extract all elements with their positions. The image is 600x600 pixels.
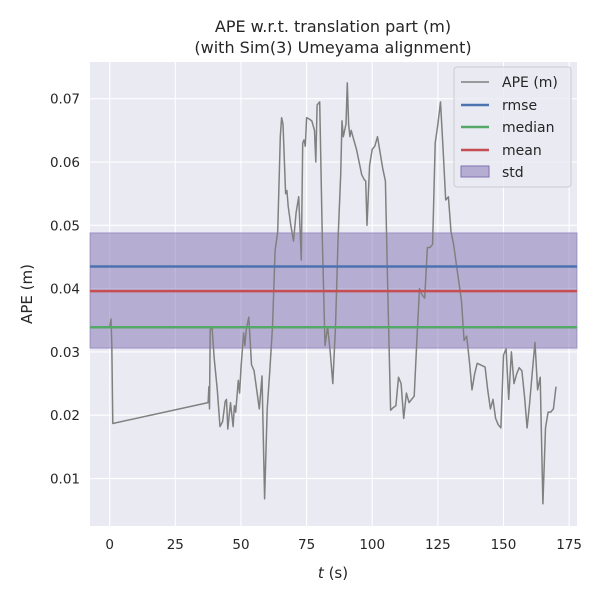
legend-label-ape: APE (m)	[502, 75, 558, 91]
legend-label-std: std	[502, 165, 524, 181]
legend-label-median: median	[502, 120, 554, 136]
tick-labels: 0 25 50 75 100 125 150 175 0.01 0.02 0.03 0.04 0.05 0…	[50, 92, 582, 553]
ape-series-line	[108, 82, 557, 505]
legend-label-mean: mean	[502, 143, 542, 159]
legend-label-rmse: rmse	[502, 98, 537, 114]
x-tick-label: 0	[105, 537, 114, 553]
x-axis-label-var: t	[318, 564, 325, 582]
chart-title: APE w.r.t. translation part (m)	[215, 17, 451, 36]
y-tick-label: 0.01	[50, 472, 80, 488]
x-tick-label: 25	[167, 537, 184, 553]
x-axis-label-unit: (s)	[324, 564, 348, 582]
y-tick-label: 0.07	[50, 92, 80, 108]
x-tick-label: 125	[425, 537, 451, 553]
y-tick-label: 0.05	[50, 218, 80, 234]
legend: APE (m) rmse median mean std	[453, 66, 572, 188]
data-layer	[89, 82, 578, 505]
chart-subtitle: (with Sim(3) Umeyama alignment)	[194, 38, 471, 57]
legend-swatch-std	[460, 165, 490, 178]
y-tick-label: 0.06	[50, 155, 80, 171]
legend-frame	[453, 66, 572, 188]
x-tick-label: 175	[556, 537, 582, 553]
y-tick-label: 0.03	[50, 345, 80, 361]
x-tick-label: 50	[232, 537, 249, 553]
y-tick-label: 0.02	[50, 408, 80, 424]
x-tick-label: 100	[359, 537, 385, 553]
x-tick-label: 150	[491, 537, 517, 553]
x-tick-label: 75	[298, 537, 315, 553]
y-tick-label: 0.04	[50, 282, 80, 298]
y-axis-label: APE (m)	[18, 264, 36, 324]
x-axis-label: t (s)	[318, 564, 348, 582]
